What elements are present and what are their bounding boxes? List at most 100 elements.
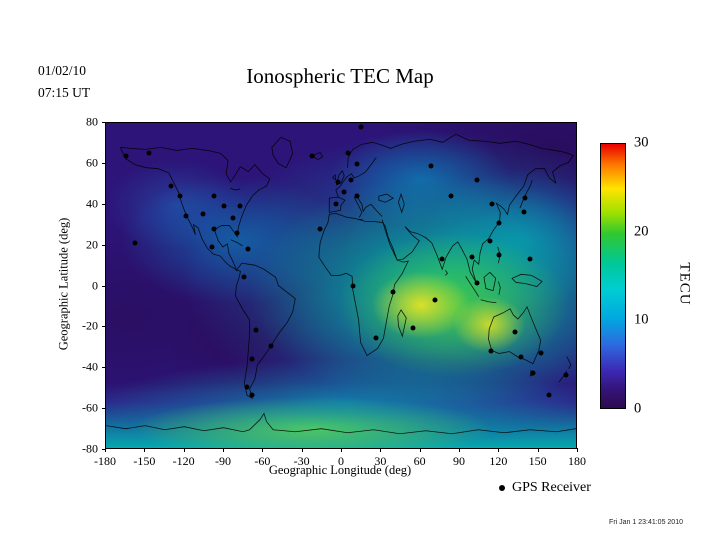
- y-tick-label: 60: [86, 155, 98, 170]
- gps-receiver-dot: [234, 230, 240, 236]
- y-tick-mark: [102, 326, 106, 328]
- gps-receiver-dot: [221, 203, 226, 209]
- y-tick-mark: [102, 122, 106, 123]
- x-tick-label: 120: [489, 454, 508, 468]
- gps-receiver-dot: [335, 179, 341, 185]
- gps-receiver-dot: [345, 150, 351, 156]
- y-tick-label: 20: [86, 237, 98, 252]
- gps-receiver-dot: [146, 150, 152, 156]
- x-tick-label: -150: [133, 454, 156, 468]
- gps-receiver-dot: [317, 226, 323, 232]
- colorbar: [600, 143, 626, 409]
- page-title: Ionospheric TEC Map: [246, 64, 434, 88]
- gps-legend: GPS Receiver: [499, 480, 591, 496]
- tec-heatmap: [106, 123, 576, 448]
- gps-receiver-dot: [546, 392, 552, 398]
- gps-receiver-dot: [358, 124, 364, 130]
- gps-receiver-dot: [249, 392, 255, 398]
- gps-receiver-dot: [390, 289, 396, 295]
- gps-receiver-dot: [132, 240, 138, 246]
- gps-receiver-dot: [410, 325, 416, 331]
- x-tick-label: -180: [94, 454, 116, 468]
- x-tick-mark: [262, 448, 264, 452]
- gps-receiver-dot: [489, 201, 495, 207]
- x-tick-label: 180: [568, 454, 586, 468]
- y-axis-ticks: 80 60 40 20 0 -20 -40 -60 -80: [58, 115, 106, 456]
- gps-receiver-dot: [373, 335, 379, 341]
- gps-receiver-dot: [512, 329, 518, 335]
- y-tick-label: 80: [86, 114, 98, 129]
- y-tick-mark: [102, 203, 106, 205]
- gps-receiver-dot: [527, 256, 533, 262]
- time-label: 07:15 UT: [38, 85, 91, 101]
- gps-receiver-dot: [530, 370, 536, 376]
- map-inner: [106, 123, 576, 448]
- gps-receiver-dot: [237, 203, 243, 209]
- x-tick-label: -120: [172, 454, 195, 468]
- render-timestamp: Fri Jan 1 23:41:05 2010: [609, 519, 683, 526]
- gps-receiver-dot: [354, 193, 360, 199]
- x-tick-label: 90: [453, 454, 465, 468]
- gps-receiver-dot: [474, 177, 480, 183]
- x-tick-label: 150: [528, 454, 547, 468]
- x-tick-mark: [459, 448, 460, 452]
- colorbar-tick-label: 0: [634, 400, 642, 417]
- y-tick-mark: [102, 367, 106, 369]
- gps-receiver-dot: [253, 327, 259, 333]
- gps-receiver-dot: [244, 384, 250, 390]
- gps-receiver-dot: [428, 163, 434, 169]
- gps-receiver-dot: [341, 189, 347, 195]
- y-tick-mark: [102, 244, 106, 246]
- gps-receiver-dot: [354, 161, 360, 167]
- epoch-label: 01/02/10 07:15 UT: [38, 60, 90, 105]
- x-tick-label: 60: [413, 454, 426, 468]
- x-tick-mark: [419, 448, 421, 452]
- colorbar-tick-label: 20: [634, 223, 649, 240]
- gps-receiver-dot: [448, 193, 454, 199]
- gps-receiver-dot: [245, 246, 251, 252]
- gps-receiver-dot: [469, 254, 475, 260]
- x-tick-mark: [301, 448, 303, 452]
- gps-receiver-dot: [432, 297, 438, 303]
- gps-receiver-dot: [439, 256, 445, 262]
- colorbar-title: TECU: [676, 262, 693, 306]
- x-tick-label: -90: [215, 454, 231, 468]
- gps-receiver-dot: [563, 372, 569, 378]
- x-tick-label: -30: [293, 454, 310, 468]
- x-tick-mark: [537, 448, 539, 452]
- gps-receiver-dot: [496, 220, 502, 226]
- colorbar-tick-label: 10: [634, 311, 649, 328]
- gps-receiver-dot: [518, 354, 524, 360]
- gps-receiver-dot: [211, 226, 217, 232]
- gps-receiver-dot: [474, 280, 480, 286]
- gps-receiver-dot: [209, 244, 215, 250]
- gps-receiver-legend-dot: [499, 485, 505, 491]
- y-tick-mark: [102, 285, 106, 287]
- x-tick-mark: [144, 448, 146, 452]
- x-tick-mark: [380, 448, 382, 452]
- gps-receiver-dot: [538, 350, 544, 356]
- y-tick-mark: [102, 449, 106, 450]
- colorbar-ticks: 30 20 10 0: [634, 135, 668, 417]
- y-tick-mark: [102, 408, 106, 410]
- x-tick-mark: [577, 448, 578, 452]
- x-tick-label: -60: [254, 454, 271, 468]
- gps-receiver-dot: [211, 193, 217, 199]
- x-tick-mark: [341, 448, 342, 452]
- gps-receiver-dot: [268, 343, 273, 349]
- gps-receiver-dot: [177, 193, 183, 199]
- y-tick-mark: [102, 162, 106, 164]
- y-tick-label: 40: [86, 196, 98, 211]
- gps-receiver-dot: [333, 201, 339, 207]
- gps-receiver-dot: [123, 153, 129, 158]
- gps-receiver-dot: [200, 211, 206, 217]
- gps-dots-layer: [106, 123, 576, 448]
- x-tick-label: 30: [374, 454, 387, 468]
- y-tick-label: -80: [82, 441, 98, 456]
- gps-receiver-dot: [348, 177, 354, 183]
- gps-receiver-dot: [168, 183, 174, 189]
- gps-receiver-dot: [496, 252, 502, 258]
- y-tick-label: 0: [92, 278, 98, 292]
- map-plot: 80 60 40 20 0 -20 -40 -60 -80 -180 -150 -120 -90 -60…: [82, 115, 586, 469]
